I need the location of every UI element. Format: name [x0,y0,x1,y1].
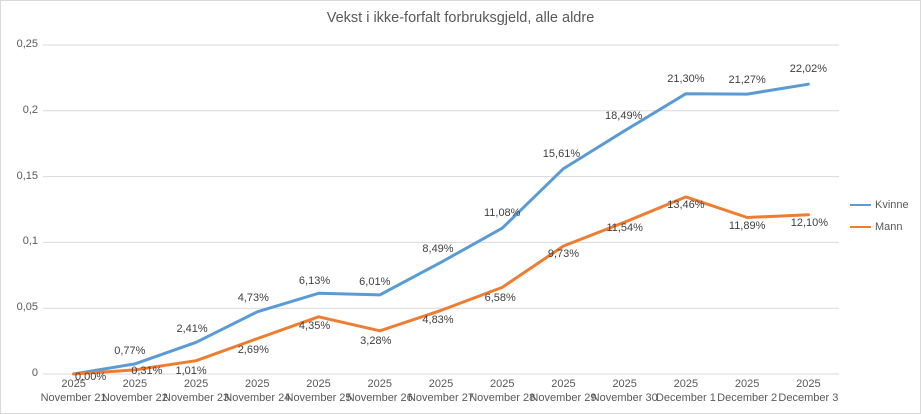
y-tick-label: 0,2 [22,103,38,116]
kvinne-data-label: 6,13% [298,275,331,288]
x-tick-label: 2025 November 26 [334,377,426,405]
x-tick-label: 2025 November 28 [456,377,548,405]
mann-data-label: 2,69% [237,343,269,356]
y-tick-label: 0,25 [16,38,38,50]
kvinne-data-label: 11,08% [483,207,521,220]
x-tick-year: 2025 [612,378,637,390]
mann-line [72,195,810,376]
x-tick-label: 2025 November 25 [273,377,365,405]
x-tick-day: November 28 [469,392,536,404]
mann-data-label: 4,83% [422,314,454,327]
mann-line-sample-icon [850,225,871,229]
kvinne-data-label: 8,49% [422,243,454,256]
mann-data-label: 11,89% [728,219,766,232]
kvinne-data-label: 21,27% [728,74,766,87]
x-tick-label: 2025 December 3 [762,377,854,405]
x-tick-day: November 29 [530,392,597,404]
x-tick-day: December 3 [778,392,839,404]
x-tick-label: 2025 November 22 [89,377,181,405]
x-tick-label: 2025 December 1 [640,377,732,405]
mann-data-label: 6,58% [484,292,516,305]
x-tick-day: December 2 [717,392,778,404]
x-tick-day: November 23 [163,392,230,404]
legend: Kvinne Mann [850,199,909,233]
x-tick-label: 2025 November 24 [211,377,303,405]
legend-item-mann: Mann [850,221,909,233]
kvinne-line-sample-icon [850,203,871,207]
x-tick-label: 2025 November 29 [517,377,609,405]
x-tick-year: 2025 [734,378,760,390]
kvinne-data-label: 0,00% [75,371,107,383]
kvinne-data-label: 4,73% [237,291,269,304]
x-tick-label: 2025 November 27 [395,377,487,405]
x-tick-day: November 24 [224,392,291,404]
x-tick-day: November 25 [285,392,352,404]
x-tick-year: 2025 [796,378,821,390]
mann-data-label: 4,35% [298,319,331,332]
kvinne-data-label: 15,61% [542,147,581,160]
x-tick-label: 2025 November 21 [28,377,120,405]
x-tick-year: 2025 [245,378,270,390]
mann-data-label: 11,54% [606,222,643,235]
x-tick-day: December 1 [655,392,716,404]
mann-data-label: 3,28% [360,334,392,347]
y-tick-label: 0 [31,367,38,379]
y-tick-label: 0,05 [16,301,38,314]
legend-item-kvinne: Kvinne [850,199,909,211]
chart-title: Vekst i ikke-forfalt forbruksgjeld, alle… [326,10,595,26]
mann-data-label: 12,10% [790,216,829,229]
x-tick-year: 2025 [306,378,331,390]
x-tick-year: 2025 [673,378,699,390]
kvinne-data-label: 6,01% [359,275,391,288]
kvinne-line [72,82,810,376]
x-tick-day: November 27 [407,392,475,404]
legend-label-mann: Mann [875,221,903,233]
mann-data-label: 13,46% [667,198,705,211]
mann-data-label: 1,01% [175,364,207,377]
mann-data-label: 0,31% [131,364,163,377]
kvinne-data-label: 21,30% [667,72,705,85]
kvinne-data-label: 0,77% [114,344,146,357]
x-tick-year: 2025 [489,378,515,390]
x-tick-label: 2025 December 2 [701,377,793,405]
x-tick-year: 2025 [551,378,576,390]
x-tick-year: 2025 [122,378,148,390]
x-tick-label: 2025 November 30 [579,377,671,405]
y-tick-label: 0,1 [22,235,38,248]
x-tick-day: November 22 [101,392,168,404]
kvinne-data-label: 22,02% [789,63,828,76]
x-tick-year: 2025 [183,378,209,390]
x-tick-year: 2025 [367,378,392,390]
x-tick-day: November 21 [40,392,107,404]
x-tick-label: 2025 November 23 [150,377,242,405]
kvinne-data-label: 2,41% [176,323,208,336]
x-tick-day: November 26 [346,392,413,404]
kvinne-data-label: 18,49% [605,109,643,122]
x-tick-year: 2025 [428,378,454,390]
x-tick-year: 2025 [61,378,86,390]
legend-label-kvinne: Kvinne [875,199,909,211]
mann-data-label: 9,73% [547,247,580,260]
y-tick-label: 0,15 [16,169,38,182]
x-tick-day: November 30 [591,392,658,404]
